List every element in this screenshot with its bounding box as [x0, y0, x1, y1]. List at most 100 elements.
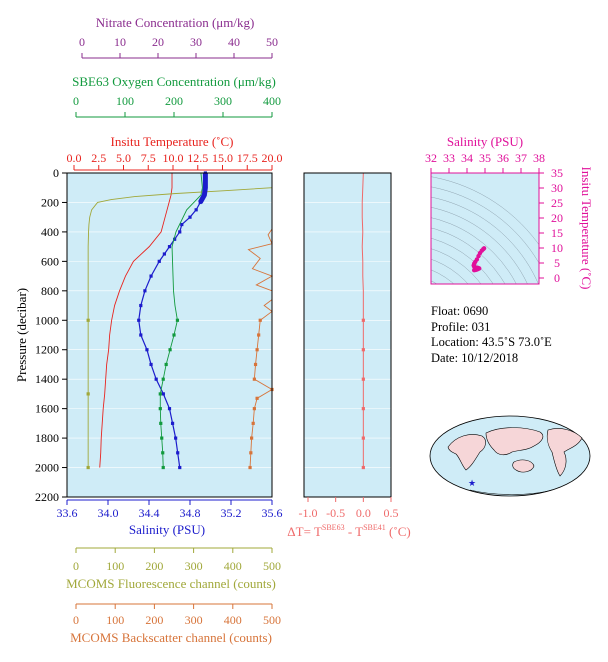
backscatter-data-point: [252, 377, 256, 381]
pressure-tick-label: 600: [41, 254, 59, 268]
map-africa-europe: [447, 434, 486, 471]
ts-salinity-tick-label: 37: [515, 151, 527, 165]
salinity-data-point: [188, 215, 192, 219]
delta-t-plot-frame: [303, 172, 392, 498]
float-info-panel: Float: 0690 Profile: 031 Location: 43.5˚…: [431, 304, 552, 366]
fluorescence-tick-label: 200: [145, 559, 163, 573]
salinity-data-point: [174, 436, 178, 440]
pressure-tick-label: 1600: [35, 402, 59, 416]
delta-t-tick-label: -1.0: [299, 506, 318, 520]
fluorescence-axis-label: MCOMS Fluorescence channel (counts): [66, 576, 276, 591]
salinity-data-point: [149, 362, 153, 367]
backscatter-profile-line: [247, 173, 274, 468]
backscatter-axis-label: MCOMS Backscatter channel (counts): [70, 630, 272, 645]
fluorescence-axis: MCOMS Fluorescence channel (counts) 0 100…: [66, 547, 281, 591]
ts-temperature-tick-label: 20: [551, 211, 563, 225]
pressure-tick-label: 2200: [35, 490, 59, 504]
salinity-data-point: [180, 222, 184, 227]
pressure-axis: Pressure (decibar) 0 200 400 600 800 1000 1200…: [14, 166, 67, 504]
backscatter-data-point: [252, 407, 256, 411]
delta-t-data-point: [361, 348, 365, 352]
delta-t-gridlines: [304, 202, 391, 468]
delta-t-axis: ΔT= TSBE63 - TSBE41 (˚C) -1.0 -0.5 0.0 0.5: [287, 497, 411, 539]
delta-t-data-point: [361, 465, 365, 470]
backscatter-data-point: [258, 318, 262, 322]
backscatter-tick-label: 300: [185, 613, 203, 627]
temperature-tick-label: 0.0: [67, 151, 82, 165]
salinity-surface-mixed-layer: [198, 173, 208, 204]
delta-t-data-point: [361, 436, 365, 440]
profile-date: Date: 10/12/2018: [431, 350, 519, 365]
fluorescence-tick-label: 300: [185, 559, 203, 573]
temperature-profile-line: [99, 173, 173, 468]
ts-temperature-axis-label: Insitu Temperature (˚C): [579, 166, 594, 289]
profile-plot-frame: [66, 172, 273, 498]
pressure-tick-label: 200: [41, 195, 59, 209]
temperature-tick-label: 7.5: [141, 151, 156, 165]
salinity-data-point: [194, 208, 198, 212]
salinity-data-point: [176, 451, 180, 455]
salinity-data-point: [157, 259, 161, 263]
pressure-tick-label: 1200: [35, 343, 59, 357]
map-australia: [512, 459, 535, 473]
nitrate-tick-label: 10: [114, 35, 126, 49]
pressure-tick-label: 1000: [35, 313, 59, 327]
ts-temperature-tick-label: 30: [551, 181, 563, 195]
backscatter-axis: MCOMS Backscatter channel (counts) 0 100 2…: [70, 603, 281, 645]
salinity-data-point: [145, 348, 149, 352]
map-asia: [485, 427, 544, 456]
oxygen-data-point: [172, 333, 176, 337]
temperature-axis-label: Insitu Temperature (˚C): [110, 134, 233, 149]
oxygen-tick-label: 100: [116, 94, 134, 108]
salinity-data-point: [173, 237, 177, 241]
oxygen-data-point: [159, 421, 163, 425]
map-americas: [546, 428, 583, 477]
backscatter-tick-label: 0: [73, 613, 79, 627]
backscatter-tick-label: 100: [106, 613, 124, 627]
ts-plot-area: [431, 173, 539, 284]
delta-t-plot-area: [304, 173, 391, 497]
fluorescence-data-point: [86, 465, 90, 470]
fluorescence-tick-label: 500: [263, 559, 281, 573]
float-id: Float: 0690: [431, 304, 489, 318]
ts-temperature-tick-label: 5: [554, 256, 560, 270]
delta-t-data-point: [361, 318, 365, 322]
backscatter-data-point: [257, 333, 261, 337]
pressure-tick-label: 0: [53, 166, 59, 180]
delta-t-axis-label: ΔT= TSBE63 - TSBE41 (˚C): [287, 523, 410, 539]
salinity-data-point: [162, 252, 166, 256]
ts-salinity-tick-label: 34: [461, 151, 473, 165]
ts-salinity-tick-label: 32: [425, 151, 437, 165]
ts-salinity-axis-label: Salinity (PSU): [447, 134, 523, 149]
salinity-data-point: [167, 407, 172, 411]
ts-salinity-tick-label: 35: [479, 151, 491, 165]
fluorescence-data-point: [86, 392, 90, 396]
ts-temperature-tick-label: 25: [551, 196, 563, 210]
delta-t-data-point: [361, 377, 365, 381]
salinity-tick-label: 34.8: [180, 506, 201, 520]
oxygen-data-point: [168, 348, 172, 352]
salinity-data-point: [178, 465, 182, 470]
oxygen-data-point: [158, 407, 162, 411]
salinity-axis: Salinity (PSU) 33.6 34.0 34.4 34.8 35.2 35.6: [57, 499, 283, 537]
fluorescence-data-point: [86, 318, 90, 322]
oxygen-axis-label: SBE63 Oxygen Concentration (μm/kg): [72, 74, 276, 89]
backscatter-data-point: [249, 451, 253, 455]
nitrate-tick-label: 40: [228, 35, 240, 49]
salinity-data-point: [167, 245, 172, 249]
backscatter-data-point: [250, 436, 254, 440]
ts-data-point: [474, 257, 480, 262]
oxygen-data-point: [161, 465, 165, 470]
pressure-tick-label: 1400: [35, 372, 59, 386]
salinity-data-point: [149, 274, 153, 278]
fluorescence-profile-line: [87, 173, 273, 468]
salinity-data-point: [139, 303, 143, 308]
delta-t-data-point: [361, 407, 365, 411]
backscatter-data-point: [248, 465, 252, 470]
nitrate-tick-label: 50: [266, 35, 278, 49]
oxygen-tick-label: 200: [165, 94, 183, 108]
fluorescence-tick-label: 0: [73, 559, 79, 573]
salinity-tick-label: 35.6: [262, 506, 283, 520]
